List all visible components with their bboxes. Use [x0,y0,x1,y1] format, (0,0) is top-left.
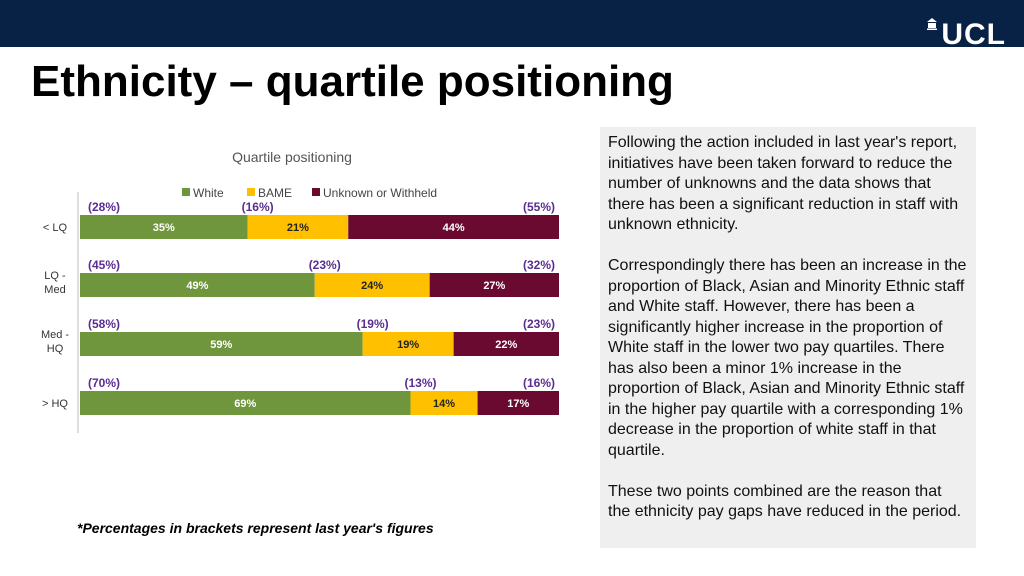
previous-year-label: (45%) [88,258,120,272]
category-label: HQ [47,343,64,355]
bar-segment [80,273,315,297]
previous-year-label: (55%) [523,200,555,214]
commentary-paragraph: Following the action included in last ye… [608,134,959,233]
data-label: 17% [507,398,529,410]
previous-year-label: (32%) [523,258,555,272]
chart-title: Quartile positioning [232,149,352,165]
category-label: < LQ [43,222,68,234]
legend-swatch [182,188,190,196]
data-label: 27% [483,280,505,292]
previous-year-label: (19%) [357,317,389,331]
bar-segment [362,332,454,356]
previous-year-label: (23%) [523,317,555,331]
commentary-paragraph: These two points combined are the reason… [608,482,962,521]
bar-segment [453,332,559,356]
chart-svg: Quartile positioning White BAME Unknown or … [41,149,559,433]
bar-segment [80,215,248,239]
commentary-paragraph: Correspondingly there has been an increa… [608,257,967,459]
category-label: LQ - [44,270,66,282]
previous-year-label: (70%) [88,376,120,390]
legend-label: BAME [258,186,292,200]
logo-text: UCL [941,18,1006,51]
bar-segment [410,391,478,415]
previous-year-label: (23%) [309,258,341,272]
legend-swatch [312,188,320,196]
previous-year-label: (16%) [523,376,555,390]
previous-year-label: (13%) [405,376,437,390]
data-label: 69% [234,398,256,410]
data-label: 24% [361,280,383,292]
legend-swatch [247,188,255,196]
data-label: 59% [210,339,232,351]
data-label: 21% [287,222,309,234]
header-bar: UCL [0,0,1024,51]
bar-segment [429,273,559,297]
bar-segment [314,273,430,297]
portico-icon [927,18,938,30]
previous-year-label: (28%) [88,200,120,214]
category-label: Med [44,284,65,296]
bar-segment [80,332,363,356]
data-label: 22% [495,339,517,351]
data-label: 19% [397,339,419,351]
data-label: 35% [153,222,175,234]
bar-segment [477,391,559,415]
data-label: 14% [433,398,455,410]
ucl-logo: UCL [927,18,1006,51]
footnote: *Percentages in brackets represent last … [77,520,434,536]
previous-year-label: (58%) [88,317,120,331]
legend-label: White [193,186,224,200]
category-label: > HQ [42,398,68,410]
previous-year-label: (16%) [242,200,274,214]
data-label: 44% [443,222,465,234]
commentary-box: Following the action included in last ye… [600,127,976,548]
page-title: Ethnicity – quartile positioning [31,57,674,106]
legend-label: Unknown or Withheld [323,186,437,200]
data-label: 49% [186,280,208,292]
quartile-chart: Quartile positioning White BAME Unknown or … [0,135,600,455]
bar-segment [80,391,411,415]
bar-segment [348,215,559,239]
bar-segment [247,215,349,239]
category-label: Med - [41,329,69,341]
